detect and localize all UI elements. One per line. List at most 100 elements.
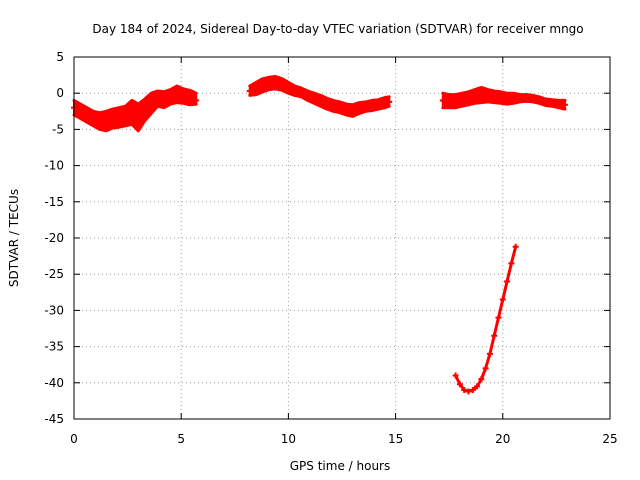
data-point bbox=[259, 82, 266, 89]
data-point bbox=[122, 113, 129, 120]
data-point bbox=[362, 103, 369, 110]
data-point bbox=[90, 115, 97, 122]
y-tick-label: -45 bbox=[44, 412, 64, 426]
data-point bbox=[491, 332, 498, 339]
data-point bbox=[161, 95, 168, 102]
data-point bbox=[474, 383, 481, 390]
data-point bbox=[304, 92, 311, 99]
data-point bbox=[504, 95, 511, 102]
data-point bbox=[173, 92, 180, 99]
data-point bbox=[499, 296, 506, 303]
y-tick-label: -5 bbox=[52, 122, 64, 136]
data-point bbox=[253, 85, 260, 92]
data-point bbox=[278, 81, 285, 88]
data-point bbox=[555, 101, 562, 108]
x-tick-label: 0 bbox=[70, 432, 78, 446]
data-series bbox=[71, 75, 568, 395]
data-point bbox=[469, 387, 476, 394]
x-tick-label: 15 bbox=[388, 432, 403, 446]
y-tick-label: -30 bbox=[44, 303, 64, 317]
data-point bbox=[484, 92, 491, 99]
data-point bbox=[529, 95, 536, 102]
data-point bbox=[154, 93, 161, 100]
data-point bbox=[495, 314, 502, 321]
x-axis-label: GPS time / hours bbox=[290, 459, 391, 473]
y-tick-label: -15 bbox=[44, 195, 64, 209]
data-point bbox=[439, 97, 446, 104]
scatter-upper-edge bbox=[248, 75, 391, 107]
data-point bbox=[446, 98, 453, 105]
data-point bbox=[298, 88, 305, 95]
data-point bbox=[369, 102, 376, 109]
series-segment-4 bbox=[452, 243, 519, 395]
data-point bbox=[330, 101, 337, 108]
y-tick-label: -35 bbox=[44, 340, 64, 354]
data-point bbox=[523, 93, 530, 100]
y-tick-label: -40 bbox=[44, 376, 64, 390]
data-point bbox=[141, 108, 148, 115]
data-point bbox=[96, 119, 103, 126]
data-point bbox=[465, 95, 472, 102]
data-point bbox=[135, 115, 142, 122]
chart-title: Day 184 of 2024, Sidereal Day-to-day VTE… bbox=[92, 22, 583, 36]
data-point bbox=[116, 115, 123, 122]
scatter-lower-edge bbox=[441, 99, 567, 111]
data-point bbox=[512, 243, 519, 250]
data-point bbox=[272, 79, 279, 86]
data-point bbox=[285, 84, 292, 91]
data-point bbox=[478, 376, 485, 383]
data-point bbox=[491, 93, 498, 100]
data-point bbox=[246, 88, 253, 95]
data-point bbox=[291, 86, 298, 93]
y-tick-label: -25 bbox=[44, 267, 64, 281]
data-point bbox=[167, 93, 174, 100]
data-point bbox=[386, 98, 393, 105]
x-tick-label: 25 bbox=[602, 432, 617, 446]
data-point bbox=[103, 120, 110, 127]
data-point bbox=[186, 95, 193, 102]
data-point bbox=[504, 278, 511, 285]
x-tick-label: 10 bbox=[281, 432, 296, 446]
data-point bbox=[323, 98, 330, 105]
data-point bbox=[536, 96, 543, 103]
data-point bbox=[542, 98, 549, 105]
data-point bbox=[83, 111, 90, 118]
data-point bbox=[311, 93, 318, 100]
data-point bbox=[561, 101, 568, 108]
x-tick-label: 20 bbox=[495, 432, 510, 446]
data-point bbox=[482, 365, 489, 372]
data-point bbox=[349, 106, 356, 113]
data-point bbox=[510, 95, 517, 102]
data-point bbox=[471, 93, 478, 100]
scatter-upper-edge bbox=[72, 84, 198, 115]
data-point bbox=[461, 387, 468, 394]
data-point bbox=[478, 92, 485, 99]
data-point bbox=[456, 381, 463, 388]
axis-ticks: 0 5 10 15 20 25 5 0 -5 -10 -15 -20 -25 -30 -35 -40 -45 bbox=[44, 50, 617, 446]
data-point bbox=[452, 98, 459, 105]
x-tick-label: 5 bbox=[177, 432, 185, 446]
data-point bbox=[343, 104, 350, 111]
data-point bbox=[516, 93, 523, 100]
scatter-lower-edge bbox=[72, 101, 198, 133]
data-point bbox=[497, 94, 504, 101]
y-axis-label: SDTVAR / TECUs bbox=[7, 189, 21, 287]
data-point bbox=[180, 93, 187, 100]
data-point bbox=[193, 97, 200, 104]
scatter-lower-edge bbox=[248, 87, 391, 118]
data-point bbox=[465, 388, 472, 395]
data-point bbox=[109, 117, 116, 124]
data-point bbox=[266, 80, 273, 87]
grid bbox=[74, 57, 610, 419]
series-segment-3 bbox=[439, 85, 568, 111]
scatter-upper-edge bbox=[441, 85, 567, 102]
data-point bbox=[486, 350, 493, 357]
y-tick-label: -10 bbox=[44, 159, 64, 173]
data-point bbox=[356, 104, 363, 111]
y-tick-label: 5 bbox=[56, 50, 64, 64]
data-point bbox=[77, 108, 84, 115]
data-point bbox=[459, 97, 466, 104]
data-point bbox=[549, 99, 556, 106]
data-point bbox=[148, 101, 155, 108]
